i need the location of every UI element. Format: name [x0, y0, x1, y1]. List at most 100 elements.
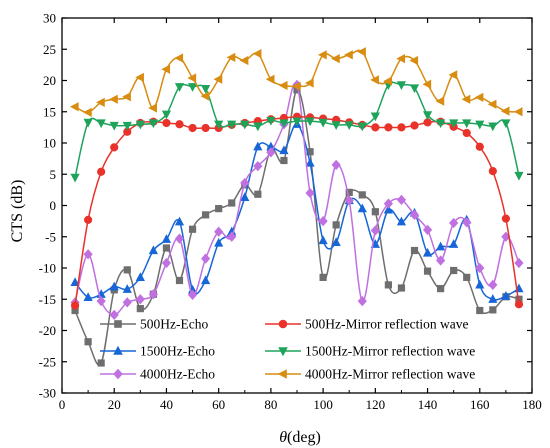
axes: 0 20 40 60 80 100 120 140 160 180-30-25-20-15-10-…	[39, 11, 542, 413]
data-point	[345, 188, 353, 196]
data-point	[397, 284, 406, 292]
data-point	[344, 50, 353, 60]
data-point	[461, 94, 471, 104]
data-point	[396, 81, 407, 90]
data-point	[277, 369, 287, 379]
data-point	[113, 368, 123, 380]
data-point	[383, 76, 392, 86]
data-point	[226, 52, 236, 62]
data-point	[501, 214, 510, 223]
data-point	[462, 119, 472, 129]
data-point	[161, 257, 172, 269]
data-point	[305, 157, 315, 167]
data-point	[501, 119, 511, 129]
data-point	[474, 92, 484, 102]
data-point	[306, 148, 314, 156]
data-point	[69, 102, 79, 112]
data-point	[357, 47, 366, 57]
data-point	[109, 121, 119, 131]
data-point	[437, 285, 445, 293]
data-point	[252, 49, 262, 59]
x-tick-label: 180	[522, 397, 542, 412]
data-point	[174, 83, 185, 92]
data-point	[396, 54, 406, 64]
data-point	[113, 345, 123, 355]
data-point	[214, 120, 224, 130]
legend-label: 500Hz-Echo	[140, 317, 208, 332]
data-point	[488, 279, 498, 290]
data-point	[501, 291, 511, 300]
series-1500hz-echo	[70, 119, 524, 303]
data-point	[97, 167, 106, 176]
data-point	[202, 211, 210, 219]
data-point	[201, 253, 211, 264]
y-tick-label: -10	[39, 261, 56, 276]
data-point	[397, 123, 406, 132]
data-point	[370, 75, 379, 85]
data-point	[436, 119, 446, 129]
data-point	[319, 273, 327, 281]
data-point	[227, 226, 237, 236]
data-point	[489, 306, 497, 314]
data-point	[70, 301, 80, 310]
data-point	[266, 147, 276, 158]
data-point	[188, 123, 197, 133]
data-point	[487, 99, 497, 109]
x-tick-label: 80	[264, 397, 277, 412]
data-point	[331, 121, 341, 130]
plot-frame	[61, 17, 533, 394]
data-point	[109, 309, 119, 320]
data-point	[278, 347, 288, 357]
x-axis-unit: (deg)	[287, 429, 321, 446]
data-point	[357, 296, 367, 307]
data-point	[240, 177, 250, 189]
data-point	[435, 96, 445, 106]
data-point	[370, 112, 380, 122]
y-tick-label: -20	[39, 323, 56, 338]
data-point	[240, 120, 250, 130]
data-point	[344, 121, 354, 130]
data-point	[384, 123, 393, 132]
y-tick-label: 30	[43, 11, 56, 26]
data-point	[422, 79, 432, 89]
data-point	[436, 255, 446, 266]
data-point	[187, 83, 198, 92]
axis-titles: θ(deg) CTS (dB)	[9, 180, 321, 446]
legend-item: 1500Hz-Mirror reflection wave	[265, 344, 475, 359]
data-point	[371, 208, 379, 216]
legend-item: 1500Hz-Echo	[100, 344, 215, 359]
data-point	[331, 159, 341, 170]
y-axis-title: CTS (dB)	[9, 180, 26, 243]
y-tick-label: 10	[43, 136, 56, 151]
legend-item: 500Hz-Echo	[100, 317, 208, 332]
data-point	[357, 122, 367, 132]
data-point	[332, 221, 340, 229]
data-point	[148, 103, 157, 113]
data-point	[83, 118, 93, 128]
x-axis-symbol: θ	[279, 429, 287, 446]
data-point	[114, 320, 122, 328]
data-point	[109, 94, 118, 104]
x-tick-label: 100	[313, 397, 333, 412]
data-point	[278, 80, 288, 91]
x-tick-label: 160	[470, 397, 490, 412]
data-point	[122, 284, 132, 293]
x-tick-label: 120	[366, 397, 386, 412]
data-point	[162, 118, 171, 128]
data-point	[279, 145, 289, 155]
x-tick-label: 140	[418, 397, 438, 412]
data-point	[513, 107, 523, 117]
data-point	[449, 119, 459, 129]
x-tick-label: 60	[212, 397, 225, 412]
data-point	[161, 110, 172, 120]
data-point	[305, 117, 315, 127]
data-point	[422, 224, 433, 235]
data-point	[175, 276, 184, 285]
data-point	[110, 143, 119, 152]
legend-item: 4000Hz-Echo	[100, 367, 215, 382]
data-point	[148, 245, 158, 255]
data-point	[71, 306, 79, 315]
data-point	[501, 231, 511, 242]
data-point	[476, 306, 484, 315]
data-point	[123, 127, 132, 136]
